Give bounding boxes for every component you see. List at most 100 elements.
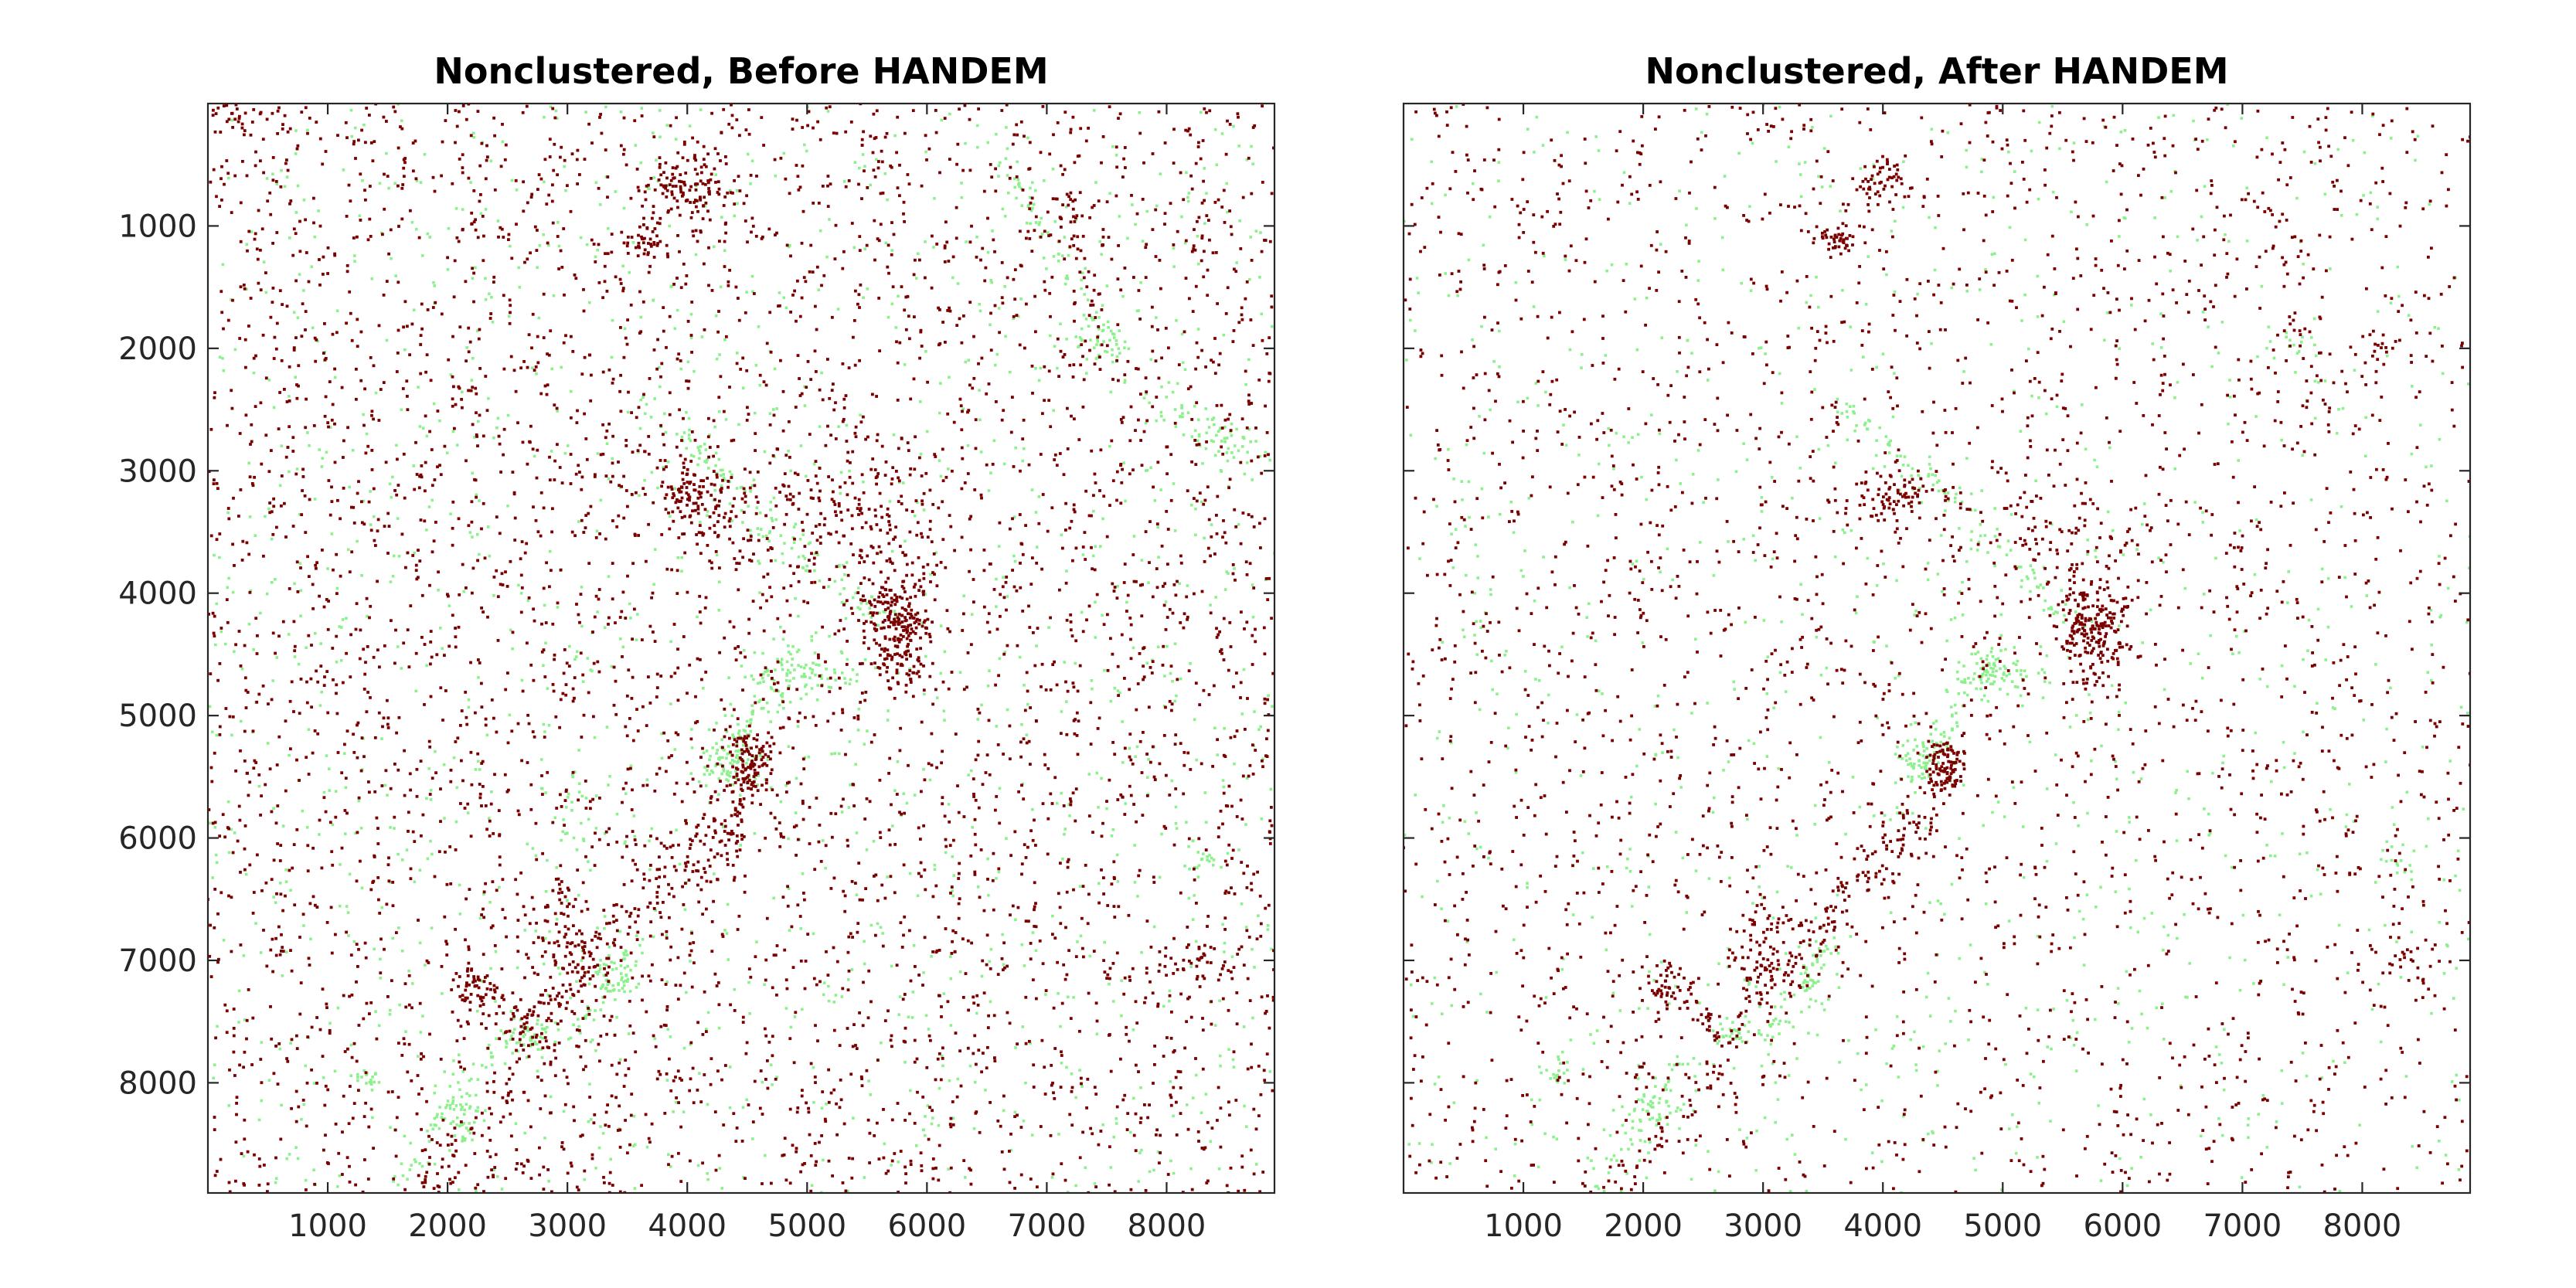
light-point <box>1039 366 1043 370</box>
light-point <box>714 464 717 467</box>
light-point <box>770 516 774 520</box>
dark-point <box>645 783 649 787</box>
dark-point <box>356 965 359 968</box>
dark-point <box>1069 613 1073 617</box>
light-point <box>803 143 806 147</box>
light-point <box>392 1180 395 1183</box>
dark-point <box>620 610 624 613</box>
dark-point <box>420 1127 423 1131</box>
light-point <box>883 1142 886 1146</box>
dark-point <box>938 171 941 175</box>
light-point <box>976 885 980 889</box>
dark-point <box>1245 886 1249 889</box>
light-point <box>339 863 342 866</box>
dark-point <box>1166 562 1169 566</box>
dark-point <box>931 503 935 506</box>
light-point <box>719 474 723 477</box>
light-point <box>1049 334 1052 338</box>
light-point <box>1108 982 1111 986</box>
light-point <box>758 698 762 702</box>
light-point <box>463 1108 466 1112</box>
light-point <box>403 348 407 352</box>
light-point <box>1155 316 1158 319</box>
light-point <box>1097 316 1101 319</box>
light-point <box>292 311 296 314</box>
dark-point <box>1016 133 1019 137</box>
dark-point <box>341 1173 344 1176</box>
light-point <box>495 427 499 430</box>
light-point <box>1219 1064 1222 1068</box>
light-point <box>628 602 631 606</box>
dark-point <box>1032 1063 1036 1067</box>
dark-point <box>364 141 367 144</box>
light-point <box>577 749 580 752</box>
light-point <box>1078 335 1082 339</box>
dark-point <box>510 1134 513 1138</box>
dark-point <box>937 506 941 510</box>
dark-point <box>209 975 213 978</box>
dark-point <box>1256 455 1260 459</box>
dark-point <box>592 715 595 719</box>
light-point <box>505 1042 509 1045</box>
light-point <box>389 1126 392 1129</box>
dark-point <box>607 980 611 984</box>
light-point <box>601 983 604 987</box>
dark-point <box>1025 741 1029 745</box>
dark-point <box>698 594 702 598</box>
light-point <box>1218 999 1221 1003</box>
light-point <box>360 886 364 890</box>
light-point <box>622 952 625 955</box>
dark-point <box>1088 348 1091 352</box>
dark-point <box>484 717 488 721</box>
dark-point <box>890 165 893 169</box>
dark-point <box>727 280 730 284</box>
dark-point <box>269 212 273 216</box>
dark-point <box>1203 107 1206 110</box>
dark-point <box>436 465 439 469</box>
light-point <box>596 248 599 252</box>
dark-point <box>1252 1172 1256 1176</box>
dark-point <box>889 875 893 878</box>
light-point <box>1012 554 1016 558</box>
dark-point <box>530 346 533 350</box>
dark-point <box>526 761 529 764</box>
dark-point <box>1063 353 1067 356</box>
dark-point <box>511 471 515 474</box>
light-point <box>1087 298 1090 301</box>
light-point <box>451 430 455 433</box>
dark-point <box>705 879 709 883</box>
light-point <box>569 996 572 1000</box>
light-point <box>1006 595 1009 598</box>
dark-point <box>295 1047 299 1050</box>
dark-point <box>814 1024 817 1028</box>
dark-point <box>924 471 928 475</box>
light-point <box>573 658 577 661</box>
dark-point <box>316 680 320 684</box>
light-point <box>1219 469 1223 472</box>
dark-point <box>500 967 504 970</box>
light-point <box>502 1032 505 1035</box>
light-point <box>942 709 946 713</box>
dark-point <box>599 1035 603 1038</box>
dark-point <box>1200 348 1203 352</box>
light-point <box>338 625 341 628</box>
light-point <box>845 423 849 427</box>
dark-point <box>251 1016 255 1020</box>
dark-point <box>427 739 431 743</box>
dark-point <box>521 110 525 114</box>
dark-point <box>997 674 1000 678</box>
light-point <box>1093 1182 1097 1185</box>
light-point <box>284 880 288 883</box>
light-point <box>749 729 753 733</box>
dark-point <box>359 330 363 334</box>
dark-point <box>1013 1187 1016 1190</box>
dark-point <box>968 117 972 121</box>
dark-point <box>631 675 635 679</box>
light-point <box>488 292 491 296</box>
light-point <box>242 1154 246 1158</box>
dark-point <box>890 477 894 481</box>
dark-point <box>485 828 488 831</box>
light-point <box>218 556 221 559</box>
dark-point <box>812 715 815 719</box>
light-point <box>1109 699 1113 703</box>
